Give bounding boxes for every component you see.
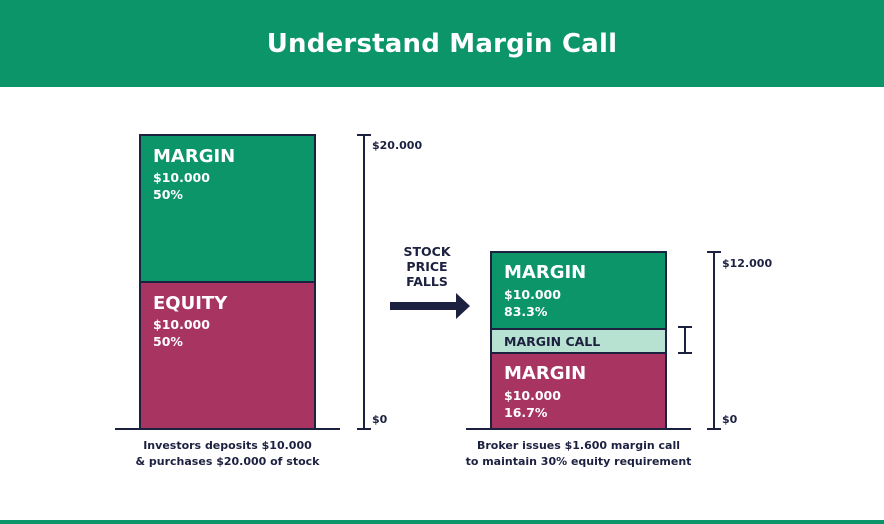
right-caption: Broker issues $1.600 margin call to main…: [448, 438, 709, 470]
arrow-label-line-3: FALLS: [406, 274, 448, 289]
left-scale-bottom-tick: [357, 428, 371, 430]
left-equity-block: EQUITY $10.000 50%: [139, 281, 316, 430]
left-equity-percent: 50%: [153, 334, 183, 349]
left-caption-line-1: Investors deposits $10.000: [143, 439, 312, 452]
margin-call-block: MARGIN CALL: [490, 328, 667, 354]
left-margin-percent: 50%: [153, 187, 183, 202]
left-scale-bottom-label: $0: [372, 413, 388, 426]
right-scale-top-tick: [707, 251, 721, 253]
right-scale-bottom-label: $0: [722, 413, 738, 426]
bottom-border: [0, 520, 884, 524]
right-margin-percent: 83.3%: [504, 304, 548, 319]
margin-call-bracket-bottom: [678, 352, 692, 354]
left-scale-top-tick: [357, 134, 371, 136]
left-scale-top-label: $20.000: [372, 139, 423, 152]
left-margin-block: MARGIN $10.000 50%: [139, 134, 316, 283]
right-caption-line-1: Broker issues $1.600 margin call: [476, 439, 680, 452]
left-baseline: [115, 428, 340, 430]
left-margin-title: MARGIN: [153, 146, 236, 167]
right-scale-line: [713, 252, 715, 429]
arrow-label-line-1: STOCK: [403, 244, 451, 259]
right-margin-amount: $10.000: [504, 287, 561, 302]
margin-call-bracket-line: [684, 327, 686, 353]
right-caption-line-2: to maintain 30% equity requirement: [465, 455, 692, 468]
right-margin-lower-title: MARGIN: [504, 363, 587, 384]
left-equity-title: EQUITY: [153, 293, 228, 314]
right-arrow-icon: [390, 293, 470, 319]
right-margin-lower-amount: $10.000: [504, 388, 561, 403]
right-margin-title: MARGIN: [504, 262, 587, 283]
left-scale-line: [363, 135, 365, 429]
arrow-label-line-2: PRICE: [406, 259, 448, 274]
margin-call-label: MARGIN CALL: [504, 334, 601, 349]
right-scale-top-label: $12.000: [722, 257, 773, 270]
right-scale-bottom-tick: [707, 428, 721, 430]
left-caption: Investors deposits $10.000 & purchases $…: [110, 438, 345, 470]
left-margin-amount: $10.000: [153, 170, 210, 185]
right-margin-lower-block: MARGIN $10.000 16.7%: [490, 352, 667, 430]
page-title: Understand Margin Call: [266, 28, 618, 59]
right-baseline: [466, 428, 691, 430]
arrow-label: STOCK PRICE FALLS: [392, 244, 462, 289]
right-margin-lower-percent: 16.7%: [504, 405, 548, 420]
left-caption-line-2: & purchases $20.000 of stock: [135, 455, 320, 468]
margin-call-bracket-top: [678, 326, 692, 328]
header-banner: Understand Margin Call: [0, 0, 884, 87]
right-margin-block: MARGIN $10.000 83.3%: [490, 251, 667, 330]
left-equity-amount: $10.000: [153, 317, 210, 332]
